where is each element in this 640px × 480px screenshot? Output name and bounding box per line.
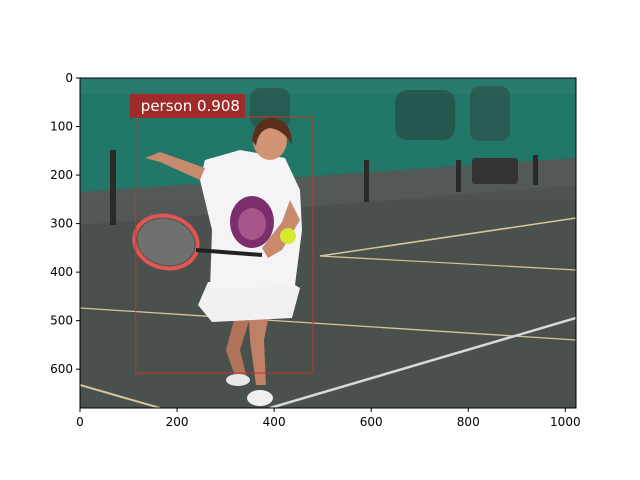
detection-label-background (129, 93, 245, 118)
y-tick-label: 400 (50, 265, 73, 279)
x-tick-label: 400 (263, 415, 286, 429)
y-tick-label: 600 (50, 362, 73, 376)
x-tick-label: 200 (166, 415, 189, 429)
y-tick-label: 0 (65, 71, 73, 85)
detection-label: person 0.908 (141, 97, 240, 115)
y-tick-label: 300 (50, 217, 73, 231)
tennis-photo (80, 78, 576, 408)
x-axis: 0 200 400 600 800 1000 (76, 408, 581, 429)
y-tick-label: 200 (50, 168, 73, 182)
tennis-ball (280, 228, 296, 244)
x-tick-label: 600 (360, 415, 383, 429)
y-tick-label: 100 (50, 120, 73, 134)
detection-overlay: person 0.908 (129, 93, 314, 374)
axes-frame (79, 77, 577, 409)
y-axis: 0 100 200 300 400 500 600 (50, 71, 80, 376)
x-tick-label: 0 (76, 415, 84, 429)
court-line (319, 217, 576, 257)
x-tick-label: 1000 (550, 415, 581, 429)
x-tick-label: 800 (457, 415, 480, 429)
tennis-player (132, 118, 302, 406)
y-tick-label: 500 (50, 314, 73, 328)
